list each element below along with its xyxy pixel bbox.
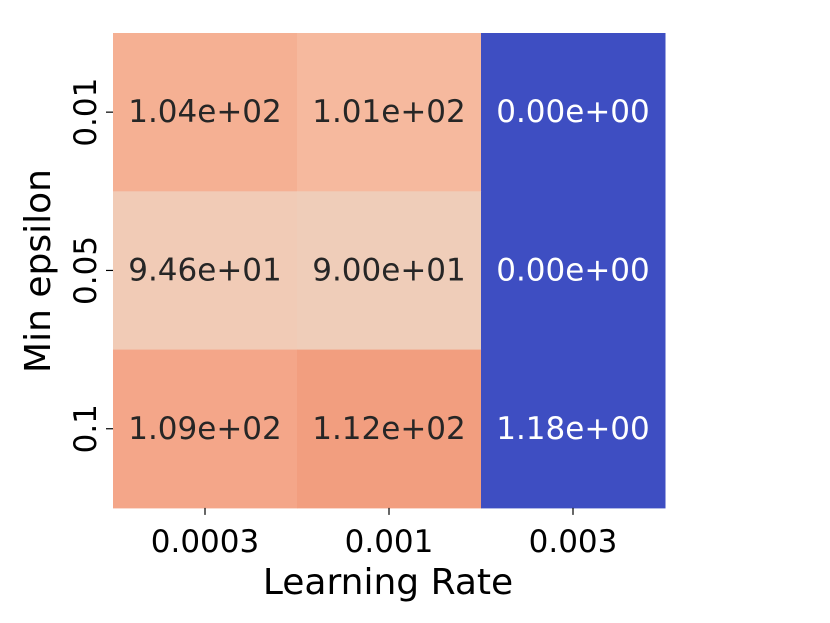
heatmap-cell [113,191,298,351]
heatmap-cell-label: 9.00e+01 [312,252,466,288]
y-tick-label: 0.05 [68,236,104,305]
heatmap-cell [297,33,482,192]
heatmap-cell-labels: 1.04e+02 1.01e+02 0.00e+00 9.46e+01 9.00e+01… [128,94,650,447]
heatmap-cell-label: 0.00e+00 [496,252,650,288]
heatmap-cell [113,33,298,192]
heatmap-cell [113,349,298,509]
y-tick-label: 0.1 [68,404,104,453]
heatmap-cells [113,33,666,509]
heatmap-cell-label: 1.18e+00 [496,411,650,447]
heatmap-cell [481,349,666,509]
heatmap-cell-label: 9.46e+01 [128,252,282,288]
heatmap-cell [481,33,666,192]
x-tick-label: 0.003 [529,524,618,560]
heatmap-cell-label: 1.12e+02 [312,411,466,447]
heatmap-cell-label: 1.09e+02 [128,411,282,447]
heatmap-cell [297,349,482,509]
heatmap-cell [297,191,482,351]
x-axis-label: Learning Rate [263,562,513,603]
heatmap-cell-label: 1.01e+02 [312,94,466,130]
x-axis: 0.0003 0.001 0.003 [151,507,618,560]
x-tick-label: 0.0003 [151,524,259,560]
y-axis-label: Min epsilon [18,169,59,373]
y-tick-label: 0.01 [68,78,104,147]
x-tick-label: 0.001 [345,524,434,560]
y-axis: 0.01 0.05 0.1 [68,78,113,453]
heatmap-cell-label: 1.04e+02 [128,94,282,130]
heatmap-cell [481,191,666,351]
heatmap-cell-label: 0.00e+00 [496,94,650,130]
